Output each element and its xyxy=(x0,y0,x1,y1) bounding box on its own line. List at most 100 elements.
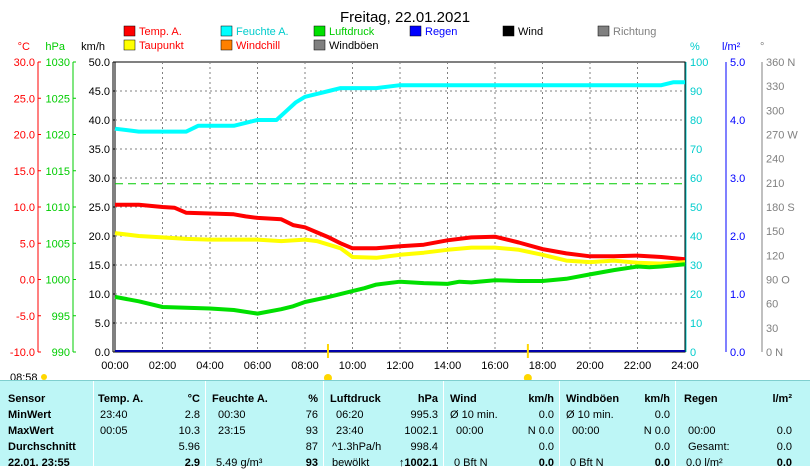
wind-min-value: 0.0 xyxy=(538,409,554,421)
row-label-avg: Durchschnitt xyxy=(8,441,76,453)
pressure-axis-tick-label: 990 xyxy=(52,347,70,359)
wind-axis-unit: km/h xyxy=(81,41,105,53)
legend-label: Temp. A. xyxy=(139,26,182,38)
pressure-forecast: bewölkt xyxy=(332,457,370,469)
rain-current-sum: 0.0 l/m² xyxy=(686,457,723,469)
humidity-axis-tick-label: 60 xyxy=(690,173,702,185)
wind-max-value: N 0.0 xyxy=(527,425,554,437)
series-line-feuchte-a xyxy=(114,80,685,134)
weather-chart: Freitag, 22.01.2021 00:00 02:00 04:00 06:00… xyxy=(10,9,798,380)
direction-axis-tick-label: 0 N xyxy=(766,347,783,359)
x-tick-label: 02:00 xyxy=(149,360,177,372)
legend-swatch xyxy=(502,25,515,37)
stats-col-rain: Regen l/m² 00:00 0.0 Gesamt: 0.0 0.0 l/m… xyxy=(675,381,798,469)
rain-axis-tick-label: 1.0 xyxy=(730,289,745,301)
legend-label: Taupunkt xyxy=(139,40,184,52)
chart-title: Freitag, 22.01.2021 xyxy=(340,9,470,26)
pressure-min-time: 06:20 xyxy=(336,409,364,421)
x-tick-label: 16:00 xyxy=(481,360,509,372)
direction-axis-tick-label: 330 xyxy=(766,81,784,93)
humidity-axis-tick-label: 70 xyxy=(690,144,702,156)
wind-beaufort: 0 Bft N xyxy=(454,457,488,469)
wind-axis-tick-label: 40.0 xyxy=(89,115,110,127)
direction-axis-unit: ° xyxy=(760,41,764,53)
stats-unit-wind: km/h xyxy=(528,393,554,405)
wind-axis-tick-label: 50.0 xyxy=(89,57,110,69)
legend-swatch xyxy=(123,25,136,37)
direction-axis-tick-label: 270 W xyxy=(766,130,798,142)
series-line-temp-a xyxy=(115,202,686,262)
sunset-icon xyxy=(523,374,532,380)
direction-axis-tick-label: 180 S xyxy=(766,202,795,214)
humidity-avg-value: 87 xyxy=(305,441,318,453)
legend-swatch xyxy=(220,39,233,51)
direction-axis-tick-label: 60 xyxy=(766,299,778,311)
wind-axis-tick-label: 45.0 xyxy=(89,86,110,98)
direction-axis-tick-label: 150 xyxy=(766,226,784,238)
pressure-axis-tick-label: 1000 xyxy=(46,275,70,287)
stats-col-temp: Temp. A. °C 23:40 2.8 00:05 10.3 5.96 2.… xyxy=(93,381,206,469)
pressure-avg-value: 998.4 xyxy=(410,441,438,453)
series-line-luftdruck xyxy=(114,262,686,316)
legend-label: Windböen xyxy=(329,40,379,52)
pressure-axis-tick-label: 1010 xyxy=(46,202,70,214)
stats-unit-temp: °C xyxy=(187,393,200,405)
temp-axis-tick-label: 30.0 xyxy=(14,57,35,69)
temp-axis-tick-label: 0.0 xyxy=(20,275,35,287)
x-tick-label: 24:00 xyxy=(671,360,699,372)
humidity-min-time: 00:30 xyxy=(218,409,246,421)
wind-axis-tick-label: 10.0 xyxy=(89,289,110,301)
legend-swatch xyxy=(123,39,136,51)
gust-max-value: N 0.0 xyxy=(643,425,670,437)
temp-axis-tick-label: -5.0 xyxy=(16,311,35,323)
gust-min-value: 0.0 xyxy=(654,409,670,421)
temp-axis-tick-label: 10.0 xyxy=(14,202,35,214)
humidity-axis-unit: % xyxy=(690,41,700,53)
pressure-max-time: 23:40 xyxy=(336,425,364,437)
humidity-axis-tick-label: 0 xyxy=(690,347,696,359)
temp-axis-unit: °C xyxy=(18,41,30,53)
rain-max-time: 00:00 xyxy=(688,425,716,437)
legend-swatch xyxy=(409,25,422,37)
wind-current-value: 0.0 xyxy=(538,457,554,469)
pressure-axis-tick-label: 1015 xyxy=(46,166,70,178)
wind-axis-tick-label: 20.0 xyxy=(89,231,110,243)
stats-header-gust: Windböen xyxy=(566,393,620,405)
pressure-max-value: 1002.1 xyxy=(404,425,438,437)
stats-header-wind: Wind xyxy=(450,393,477,405)
wind-axis-tick-label: 35.0 xyxy=(89,144,110,156)
stats-unit-rain: l/m² xyxy=(772,393,792,405)
humidity-axis-tick-label: 20 xyxy=(690,289,702,301)
wind-avg-value: 0.0 xyxy=(538,441,554,453)
wind-axis-tick-label: 30.0 xyxy=(89,173,110,185)
temp-max-time: 00:05 xyxy=(100,425,128,437)
x-tick-label: 14:00 xyxy=(434,360,462,372)
pressure-axis-tick-label: 1030 xyxy=(46,57,70,69)
stats-table: Sensor MinWert MaxWert Durchschnitt 22.0… xyxy=(0,380,810,469)
rain-current-value: 0.0 xyxy=(776,457,792,469)
humidity-axis-tick-label: 30 xyxy=(690,260,702,272)
gust-max-time: 00:00 xyxy=(572,425,600,437)
wind-axis-tick-label: 0.0 xyxy=(95,347,110,359)
humidity-absolute: 5.49 g/m³ xyxy=(216,457,263,469)
stats-unit-pressure: hPa xyxy=(417,393,438,405)
stats-col-gust: Windböen km/h Ø 10 min. 0.0 00:00 N 0.0 … xyxy=(559,381,676,469)
direction-axis-tick-label: 300 xyxy=(766,105,784,117)
humidity-max-time: 23:15 xyxy=(218,425,246,437)
legend-label: Regen xyxy=(425,26,457,38)
wind-axis-tick-label: 25.0 xyxy=(89,202,110,214)
stats-header-temp: Temp. A. xyxy=(98,393,144,405)
gust-beaufort: 0 Bft N xyxy=(570,457,604,469)
legend-label: Wind xyxy=(518,26,543,38)
stats-unit-humidity: % xyxy=(308,393,318,405)
x-tick-label: 08:00 xyxy=(291,360,319,372)
humidity-current-value: 93 xyxy=(305,457,318,469)
temp-axis-tick-label: 20.0 xyxy=(14,130,35,142)
x-tick-label: 06:00 xyxy=(244,360,272,372)
pressure-axis-tick-label: 1020 xyxy=(46,130,70,142)
gust-current-value: 0.0 xyxy=(654,457,670,469)
wind-axis-tick-label: 5.0 xyxy=(95,318,110,330)
wind-axis-tick-label: 15.0 xyxy=(89,260,110,272)
direction-axis-tick-label: 210 xyxy=(766,178,784,190)
temp-max-value: 10.3 xyxy=(178,425,200,437)
